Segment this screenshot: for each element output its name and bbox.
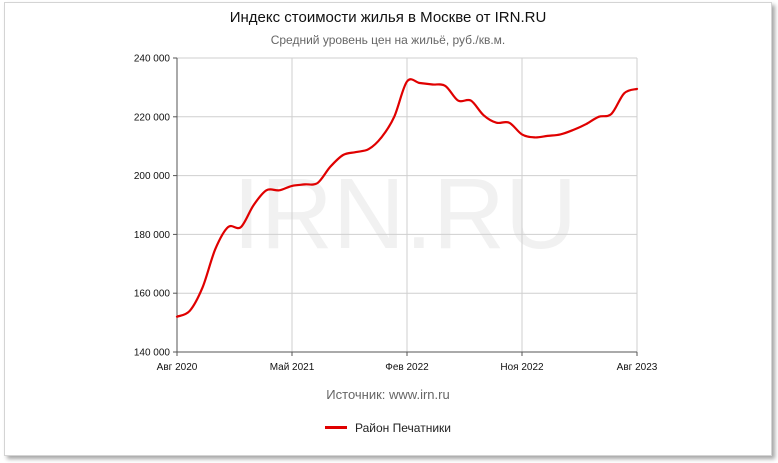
legend: Район Печатники xyxy=(5,421,771,435)
line-chart: IRN.RU Авг 2020 Май 2021 Фев 2022 Ноя 2022 А… xyxy=(134,54,658,374)
watermark-text: IRN.RU xyxy=(233,158,577,270)
y-tick-label: 140 000 xyxy=(134,348,171,359)
x-tick-label: Авг 2023 xyxy=(617,362,658,373)
y-tick-label: 200 000 xyxy=(134,171,171,182)
y-tick-label: 220 000 xyxy=(134,112,171,123)
chart-frame: Индекс стоимости жилья в Москве от IRN.R… xyxy=(4,2,772,456)
x-tick-label: Авг 2020 xyxy=(157,362,198,373)
chart-subtitle: Средний уровень цен на жильё, руб./кв.м. xyxy=(270,33,506,47)
source-caption: Источник: www.irn.ru xyxy=(326,387,450,402)
axes xyxy=(173,57,638,356)
y-tick-label: 180 000 xyxy=(134,230,171,241)
legend-swatch xyxy=(325,426,348,430)
legend-label: Район Печатники xyxy=(355,421,451,435)
chart-title: Индекс стоимости жилья в Москве от IRN.R… xyxy=(229,9,547,26)
x-tick-label: Май 2021 xyxy=(270,362,315,373)
y-tick-label: 160 000 xyxy=(134,289,171,300)
y-tick-labels: 140 000 160 000 180 000 200 000 220 000 240 0… xyxy=(134,54,171,359)
grid-lines xyxy=(177,57,638,352)
x-tick-label: Фев 2022 xyxy=(385,362,429,373)
series-line-pechatniki xyxy=(175,78,639,318)
x-tick-label: Ноя 2022 xyxy=(500,362,544,373)
x-tick-labels: Авг 2020 Май 2021 Фев 2022 Ноя 2022 Авг 2023 xyxy=(157,362,658,373)
y-tick-label: 240 000 xyxy=(134,54,171,65)
